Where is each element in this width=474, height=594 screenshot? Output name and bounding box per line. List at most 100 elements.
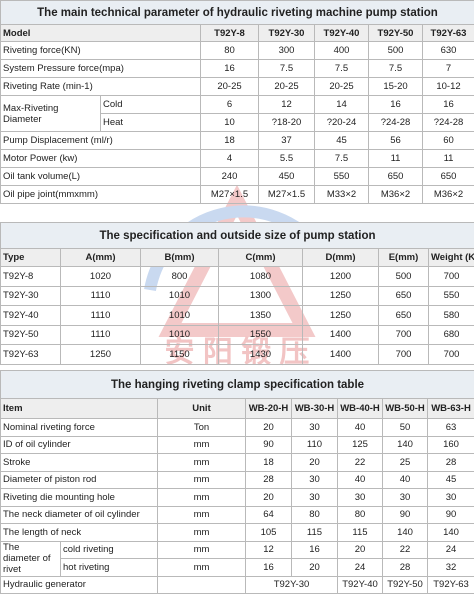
data-row: hot riveting mm 16 20 24 28 32 (1, 558, 474, 577)
table-title: The specification and outside size of pu… (0, 222, 474, 249)
value-cell: 550 (427, 285, 474, 306)
header-cell: Type (0, 248, 61, 267)
value-cell: 10 (200, 113, 259, 132)
value-cell: 63 (426, 418, 474, 437)
sub-label: Cold (100, 95, 201, 114)
value-cell: 1110 (60, 285, 141, 306)
data-row: Motor Power (kw) 4 5.5 7.5 11 11 (0, 149, 474, 168)
header-cell: WB-50-H (382, 398, 428, 419)
value-cell: 1010 (140, 324, 219, 345)
value-cell: 20 (291, 453, 338, 472)
value-cell: 105 (245, 523, 292, 542)
data-row: The length of neck mm 105 115 115 140 140 (0, 523, 474, 542)
value-cell: 30 (382, 488, 428, 507)
value-cell: 18 (245, 453, 292, 472)
value-cell: M27×1.5 (200, 185, 259, 204)
value-cell: 20-25 (258, 77, 315, 96)
table-title: The hanging riveting clamp specification… (0, 370, 474, 399)
value-cell: 45 (426, 470, 474, 489)
table: The specification and outside size of pu… (0, 222, 474, 365)
value-cell: 1150 (140, 344, 219, 365)
value-cell: M33×2 (314, 185, 369, 204)
value-cell: 630 (421, 41, 474, 60)
value-cell: 650 (421, 167, 474, 186)
value-cell: 80 (200, 41, 259, 60)
value-cell: 550 (314, 167, 369, 186)
value-cell: M36×2 (421, 185, 474, 204)
data-row: ID of oil cylinder mm 90 110 125 140 160 (0, 435, 474, 454)
row-label: Hydraulic generator (0, 575, 158, 594)
value-cell: T92Y-63 (426, 575, 474, 594)
header-cell: C(mm) (218, 248, 303, 267)
value-cell: 90 (245, 435, 292, 454)
header-cell: T92Y-8 (200, 24, 259, 42)
table-title: The main technical parameter of hydrauli… (0, 0, 474, 25)
data-row: Riveting Rate (min-1) 20-25 20-25 20-25 15-2… (0, 77, 474, 96)
value-cell: 700 (427, 266, 474, 287)
value-cell: 140 (382, 435, 428, 454)
header-row: Model T92Y-8 T92Y-30 T92Y-40 T92Y-50 T92Y-63 (0, 24, 474, 42)
value-cell: 1350 (218, 305, 303, 326)
value-cell: 90 (426, 505, 474, 524)
value-cell: 24 (337, 558, 383, 577)
value-cell: 37 (258, 131, 315, 150)
data-row: Hydraulic generator T92Y-30 T92Y-40 T92Y-50… (0, 575, 474, 594)
value-cell: 12 (258, 95, 315, 114)
data-row: Heat 10 ?18-20 ?20-24 ?24-28 ?24-28 (1, 113, 474, 132)
row-label: Oil tank volume(L) (0, 167, 201, 186)
row-label: T92Y-63 (0, 344, 61, 365)
value-cell: 80 (291, 505, 338, 524)
value-cell: 7.5 (314, 59, 369, 78)
header-cell: A(mm) (60, 248, 141, 267)
row-label: T92Y-50 (0, 324, 61, 345)
title-row: The specification and outside size of pu… (0, 222, 474, 249)
value-cell: 240 (200, 167, 259, 186)
header-cell: T92Y-30 (258, 24, 315, 42)
value-cell: 400 (314, 41, 369, 60)
data-row: Diameter of piston rod mm 28 30 40 40 45 (0, 470, 474, 489)
value-cell: 1200 (302, 266, 379, 287)
value-cell: 1400 (302, 324, 379, 345)
header-cell: T92Y-40 (314, 24, 369, 42)
header-cell: Item (0, 398, 158, 419)
value-cell: 140 (382, 523, 428, 542)
value-cell: 60 (421, 131, 474, 150)
value-cell: 22 (382, 540, 428, 559)
value-cell: 500 (378, 266, 429, 287)
value-cell: 1430 (218, 344, 303, 365)
value-cell: 1010 (140, 285, 219, 306)
value-cell: 22 (337, 453, 383, 472)
value-cell: 56 (368, 131, 423, 150)
value-cell: 500 (368, 41, 423, 60)
header-cell: WB-20-H (245, 398, 292, 419)
data-row: T92Y-40 1110 1010 1350 1250 650 580 (0, 305, 474, 326)
row-label: Motor Power (kw) (0, 149, 201, 168)
data-row: T92Y-50 1110 1010 1550 1400 700 680 (0, 324, 474, 345)
value-cell: 64 (245, 505, 292, 524)
data-row: Riveting die mounting hole mm 20 30 30 30 30 (0, 488, 474, 507)
data-row: System Pressure force(mpa) 16 7.5 7.5 7.5 7 (0, 59, 474, 78)
value-cell: 28 (426, 453, 474, 472)
header-cell: E(mm) (378, 248, 429, 267)
unit-cell (157, 575, 246, 594)
value-cell: 24 (426, 540, 474, 559)
row-label: Diameter of piston rod (0, 470, 158, 489)
data-row: Pump Displacement (ml/r) 18 37 45 56 60 (0, 131, 474, 150)
value-cell: ?20-24 (314, 113, 369, 132)
value-cell: 6 (200, 95, 259, 114)
data-row: Stroke mm 18 20 22 25 28 (0, 453, 474, 472)
value-cell: 4 (200, 149, 259, 168)
value-cell: 5.5 (258, 149, 315, 168)
row-label: T92Y-8 (0, 266, 61, 287)
value-cell: 20 (245, 418, 292, 437)
value-cell: 800 (140, 266, 219, 287)
value-cell: 450 (258, 167, 315, 186)
value-cell: 1080 (218, 266, 303, 287)
row-label: Nominal riveting force (0, 418, 158, 437)
value-cell: T92Y-50 (382, 575, 428, 594)
value-cell: 16 (245, 558, 292, 577)
data-row: The diameter of rivet cold riveting mm 12 16… (0, 540, 474, 577)
row-label: Riveting die mounting hole (0, 488, 158, 507)
